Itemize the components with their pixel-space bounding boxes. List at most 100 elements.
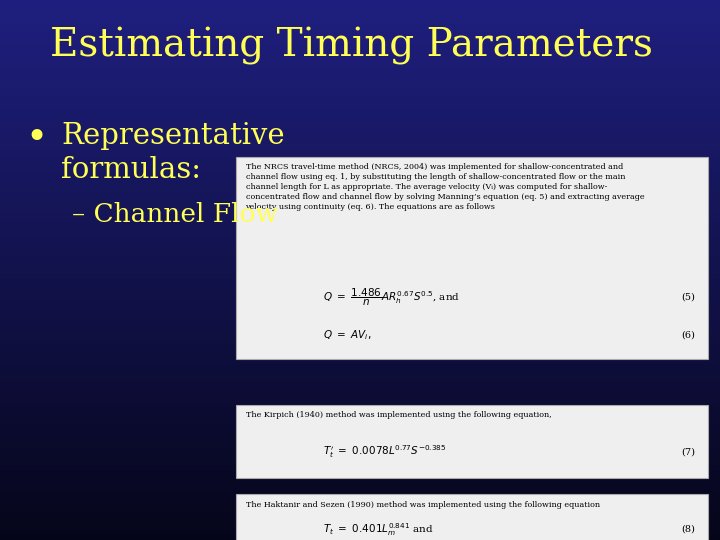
Bar (0, 84, 720, 86)
Bar (0, 408, 720, 410)
Bar (0, 405, 720, 408)
Bar (0, 227, 720, 229)
Bar (0, 494, 720, 497)
Bar (0, 197, 720, 200)
Bar (0, 394, 720, 397)
Bar (0, 16, 720, 19)
Bar (0, 421, 720, 424)
Bar (0, 505, 720, 508)
Bar (0, 76, 720, 78)
Bar (0, 19, 720, 22)
Bar (0, 454, 720, 456)
Bar (0, 186, 720, 189)
Bar (0, 248, 720, 251)
Bar (0, 213, 720, 216)
Bar (0, 62, 720, 65)
Bar (0, 65, 720, 68)
Bar (0, 8, 720, 11)
Bar (0, 427, 720, 429)
Bar (0, 135, 720, 138)
Bar (0, 81, 720, 84)
Bar (0, 105, 720, 108)
Bar (0, 5, 720, 8)
Bar (0, 475, 720, 478)
Bar (0, 221, 720, 224)
Bar (0, 310, 720, 313)
Bar (0, 383, 720, 386)
Bar (0, 489, 720, 491)
Bar (0, 535, 720, 537)
Bar (0, 14, 720, 16)
Bar (0, 140, 720, 143)
Bar (0, 159, 720, 162)
Bar (0, 167, 720, 170)
Text: (5): (5) (681, 293, 695, 301)
Bar (0, 97, 720, 100)
Bar (0, 113, 720, 116)
Bar (0, 219, 720, 221)
Bar (0, 440, 720, 443)
Text: The NRCS travel-time method (NRCS, 2004) was implemented for shallow-concentrate: The NRCS travel-time method (NRCS, 2004)… (246, 163, 644, 211)
Bar (0, 132, 720, 135)
Bar (0, 413, 720, 416)
Bar (0, 292, 720, 294)
Bar (0, 289, 720, 292)
Bar (0, 375, 720, 378)
Bar (0, 410, 720, 413)
Bar (0, 348, 720, 351)
Bar (0, 516, 720, 518)
Text: (6): (6) (681, 330, 695, 339)
Bar (0, 305, 720, 308)
Bar (0, 35, 720, 38)
Bar (0, 24, 720, 27)
Bar (0, 491, 720, 494)
Text: Estimating Timing Parameters: Estimating Timing Parameters (50, 27, 653, 65)
Bar (0, 202, 720, 205)
Bar (0, 319, 720, 321)
Bar (0, 278, 720, 281)
Bar (0, 265, 720, 267)
Bar (0, 49, 720, 51)
Bar (0, 51, 720, 54)
Bar (0, 78, 720, 81)
Text: $T_t\ =\ 0.401L_{m}^{0.841}$ and: $T_t\ =\ 0.401L_{m}^{0.841}$ and (323, 521, 433, 538)
Bar (0, 119, 720, 122)
Bar (0, 356, 720, 359)
Bar (0, 251, 720, 254)
Bar (0, 176, 720, 178)
Text: (7): (7) (681, 448, 695, 456)
Text: •: • (25, 122, 48, 158)
Text: $T_t^{\prime}\ =\ 0.0078L^{0.77}S^{-0.385}$: $T_t^{\prime}\ =\ 0.0078L^{0.77}S^{-0.38… (323, 443, 446, 461)
Bar (0, 502, 720, 505)
Bar (0, 103, 720, 105)
Bar (0, 259, 720, 262)
Bar (0, 456, 720, 459)
Bar (0, 338, 720, 340)
Bar (0, 40, 720, 43)
Bar (0, 22, 720, 24)
Bar (0, 189, 720, 192)
Bar (0, 281, 720, 284)
Bar (0, 194, 720, 197)
Bar (0, 432, 720, 435)
Text: $Q\ =\ AV_i,$: $Q\ =\ AV_i,$ (323, 328, 371, 342)
Bar (0, 200, 720, 202)
Bar (0, 240, 720, 243)
Bar (0, 508, 720, 510)
Bar (0, 181, 720, 184)
Bar (0, 373, 720, 375)
Bar (0, 392, 720, 394)
Bar (0, 154, 720, 157)
Bar (0, 148, 720, 151)
Bar (0, 316, 720, 319)
Bar (0, 343, 720, 346)
Bar (0, 481, 720, 483)
Bar (0, 313, 720, 316)
Text: Representative
formulas:: Representative formulas: (61, 122, 285, 184)
Bar (0, 162, 720, 165)
Bar (0, 86, 720, 89)
Bar (0, 11, 720, 14)
Bar (0, 354, 720, 356)
Bar (0, 46, 720, 49)
Bar (0, 529, 720, 532)
